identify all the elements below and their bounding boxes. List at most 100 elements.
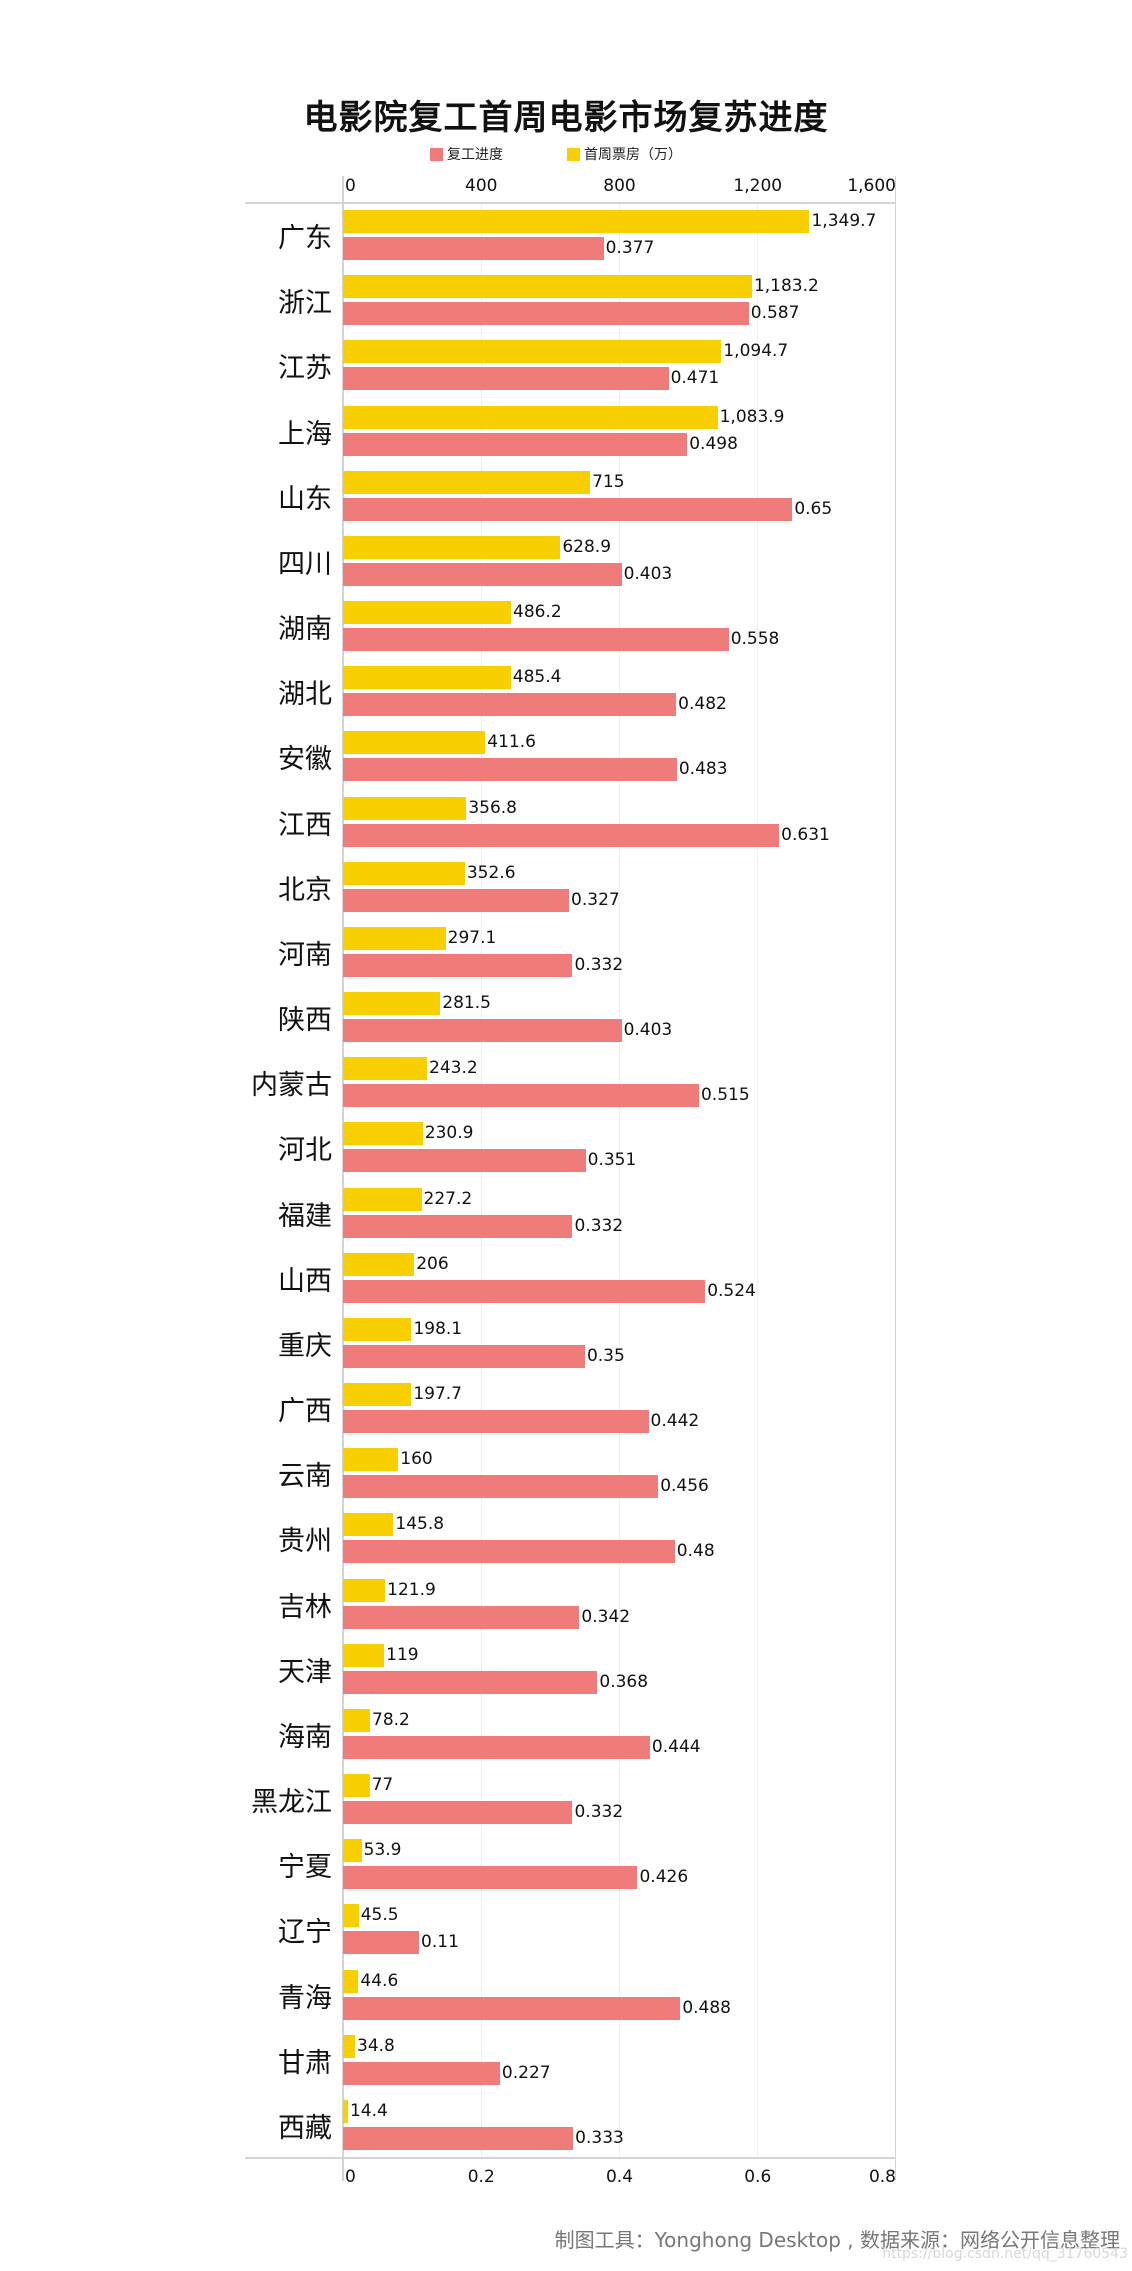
bar-progress[interactable] xyxy=(343,1475,659,1499)
category-label: 山西 xyxy=(278,1265,332,1297)
bar-boxoffice[interactable] xyxy=(343,340,722,364)
value-label-boxoffice: 121.9 xyxy=(387,1579,436,1600)
bar-progress[interactable] xyxy=(343,1735,650,1759)
bar-boxoffice[interactable] xyxy=(343,992,441,1016)
bar-progress[interactable] xyxy=(343,1605,580,1629)
bar-progress[interactable] xyxy=(343,1149,586,1173)
bar-boxoffice[interactable] xyxy=(343,2034,356,2058)
value-label-boxoffice: 53.9 xyxy=(363,1840,402,1861)
bar-progress[interactable] xyxy=(343,1084,699,1108)
bottom-axis-ticks: 0 0.2 0.4 0.6 0.8 xyxy=(343,2167,896,2187)
category-label: 安徽 xyxy=(278,744,332,776)
table-row: 辽宁 45.5 0.11 xyxy=(0,1896,1132,1961)
bar-boxoffice[interactable] xyxy=(343,796,467,820)
value-label-progress: 0.426 xyxy=(639,1867,689,1888)
value-label-boxoffice: 78.2 xyxy=(372,1709,410,1730)
category-label: 甘肃 xyxy=(278,2047,332,2079)
table-row: 云南 160 0.456 xyxy=(0,1440,1132,1505)
bar-progress[interactable] xyxy=(343,2061,500,2085)
bar-progress[interactable] xyxy=(343,562,622,586)
table-row: 吉林 121.9 0.342 xyxy=(0,1571,1132,1636)
bar-progress[interactable] xyxy=(343,758,677,782)
value-label-progress: 0.442 xyxy=(650,1411,700,1432)
table-row: 贵州 145.8 0.48 xyxy=(0,1505,1132,1570)
bar-progress[interactable] xyxy=(343,1996,681,2020)
category-label: 辽宁 xyxy=(278,1917,332,1949)
bar-boxoffice[interactable] xyxy=(343,1839,362,1863)
bar-boxoffice[interactable] xyxy=(343,2099,348,2123)
bar-progress[interactable] xyxy=(343,432,688,456)
bar-progress[interactable] xyxy=(343,1019,622,1043)
bar-boxoffice[interactable] xyxy=(343,470,591,494)
bar-boxoffice[interactable] xyxy=(343,275,752,299)
bar-progress[interactable] xyxy=(343,1279,706,1303)
category-label: 山东 xyxy=(278,483,332,515)
bar-boxoffice[interactable] xyxy=(343,1969,359,1993)
legend-item-boxoffice[interactable]: 首周票房（万） xyxy=(567,144,682,164)
bar-progress[interactable] xyxy=(343,953,573,977)
category-label: 福建 xyxy=(278,1200,332,1232)
bar-progress[interactable] xyxy=(343,237,604,260)
bar-progress[interactable] xyxy=(343,693,677,717)
bar-progress[interactable] xyxy=(343,2126,574,2150)
table-row: 福建 227.2 0.332 xyxy=(0,1180,1132,1245)
bar-boxoffice[interactable] xyxy=(343,1187,422,1211)
legend-item-progress[interactable]: 复工进度 xyxy=(430,144,503,164)
category-label: 西藏 xyxy=(278,2112,332,2144)
top-axis-ticks: 0 400 800 1,200 1,600 xyxy=(343,176,896,196)
bar-progress[interactable] xyxy=(343,1214,573,1238)
bar-boxoffice[interactable] xyxy=(343,1904,359,1928)
bar-boxoffice[interactable] xyxy=(343,210,810,233)
watermark: https://blog.csdn.net/qq_31760543 xyxy=(882,2246,1128,2262)
value-label-progress: 0.377 xyxy=(605,238,655,258)
bar-boxoffice[interactable] xyxy=(343,861,465,885)
bar-progress[interactable] xyxy=(343,1931,420,1955)
value-label-boxoffice: 356.8 xyxy=(468,797,517,818)
bar-progress[interactable] xyxy=(343,1801,573,1825)
table-row: 山西 206 0.524 xyxy=(0,1245,1132,1310)
bar-boxoffice[interactable] xyxy=(343,1252,415,1276)
bar-boxoffice[interactable] xyxy=(343,1122,423,1146)
category-label: 贵州 xyxy=(278,1526,332,1558)
bar-boxoffice[interactable] xyxy=(343,926,446,950)
bar-boxoffice[interactable] xyxy=(343,1643,385,1667)
table-row: 黑龙江 77 0.332 xyxy=(0,1766,1132,1831)
bar-progress[interactable] xyxy=(343,367,669,391)
bar-progress[interactable] xyxy=(343,302,749,326)
bar-progress[interactable] xyxy=(343,1866,638,1890)
bar-progress[interactable] xyxy=(343,1410,649,1434)
value-label-boxoffice: 206 xyxy=(416,1253,449,1274)
value-label-progress: 0.558 xyxy=(730,629,780,650)
value-label-progress: 0.333 xyxy=(575,2127,624,2148)
value-label-boxoffice: 628.9 xyxy=(562,536,612,557)
table-row: 河南 297.1 0.332 xyxy=(0,919,1132,984)
bar-progress[interactable] xyxy=(343,628,729,652)
bar-boxoffice[interactable] xyxy=(343,1708,371,1732)
bar-progress[interactable] xyxy=(343,1540,675,1564)
bottom-axis-line xyxy=(245,2157,896,2159)
bar-boxoffice[interactable] xyxy=(343,1448,399,1472)
bar-progress[interactable] xyxy=(343,1344,585,1368)
bar-boxoffice[interactable] xyxy=(343,1774,370,1798)
table-row: 湖北 485.4 0.482 xyxy=(0,658,1132,723)
bar-boxoffice[interactable] xyxy=(343,1513,394,1537)
value-label-boxoffice: 297.1 xyxy=(447,927,497,948)
bar-boxoffice[interactable] xyxy=(343,1057,428,1081)
bar-boxoffice[interactable] xyxy=(343,1317,412,1341)
bar-boxoffice[interactable] xyxy=(343,535,561,559)
bar-boxoffice[interactable] xyxy=(343,666,511,690)
value-label-boxoffice: 14.4 xyxy=(349,2100,388,2121)
bar-boxoffice[interactable] xyxy=(343,731,486,755)
bar-boxoffice[interactable] xyxy=(343,1578,386,1602)
bar-progress[interactable] xyxy=(343,1670,598,1694)
bar-boxoffice[interactable] xyxy=(343,601,512,625)
zero-axis-line xyxy=(342,176,344,2181)
category-label: 广东 xyxy=(278,223,332,254)
value-label-progress: 0.227 xyxy=(501,2062,551,2083)
bar-progress[interactable] xyxy=(343,888,570,912)
table-row: 江西 356.8 0.631 xyxy=(0,789,1132,854)
bar-boxoffice[interactable] xyxy=(343,405,718,429)
bar-progress[interactable] xyxy=(343,823,780,847)
bar-progress[interactable] xyxy=(343,497,793,521)
bar-boxoffice[interactable] xyxy=(343,1383,412,1407)
